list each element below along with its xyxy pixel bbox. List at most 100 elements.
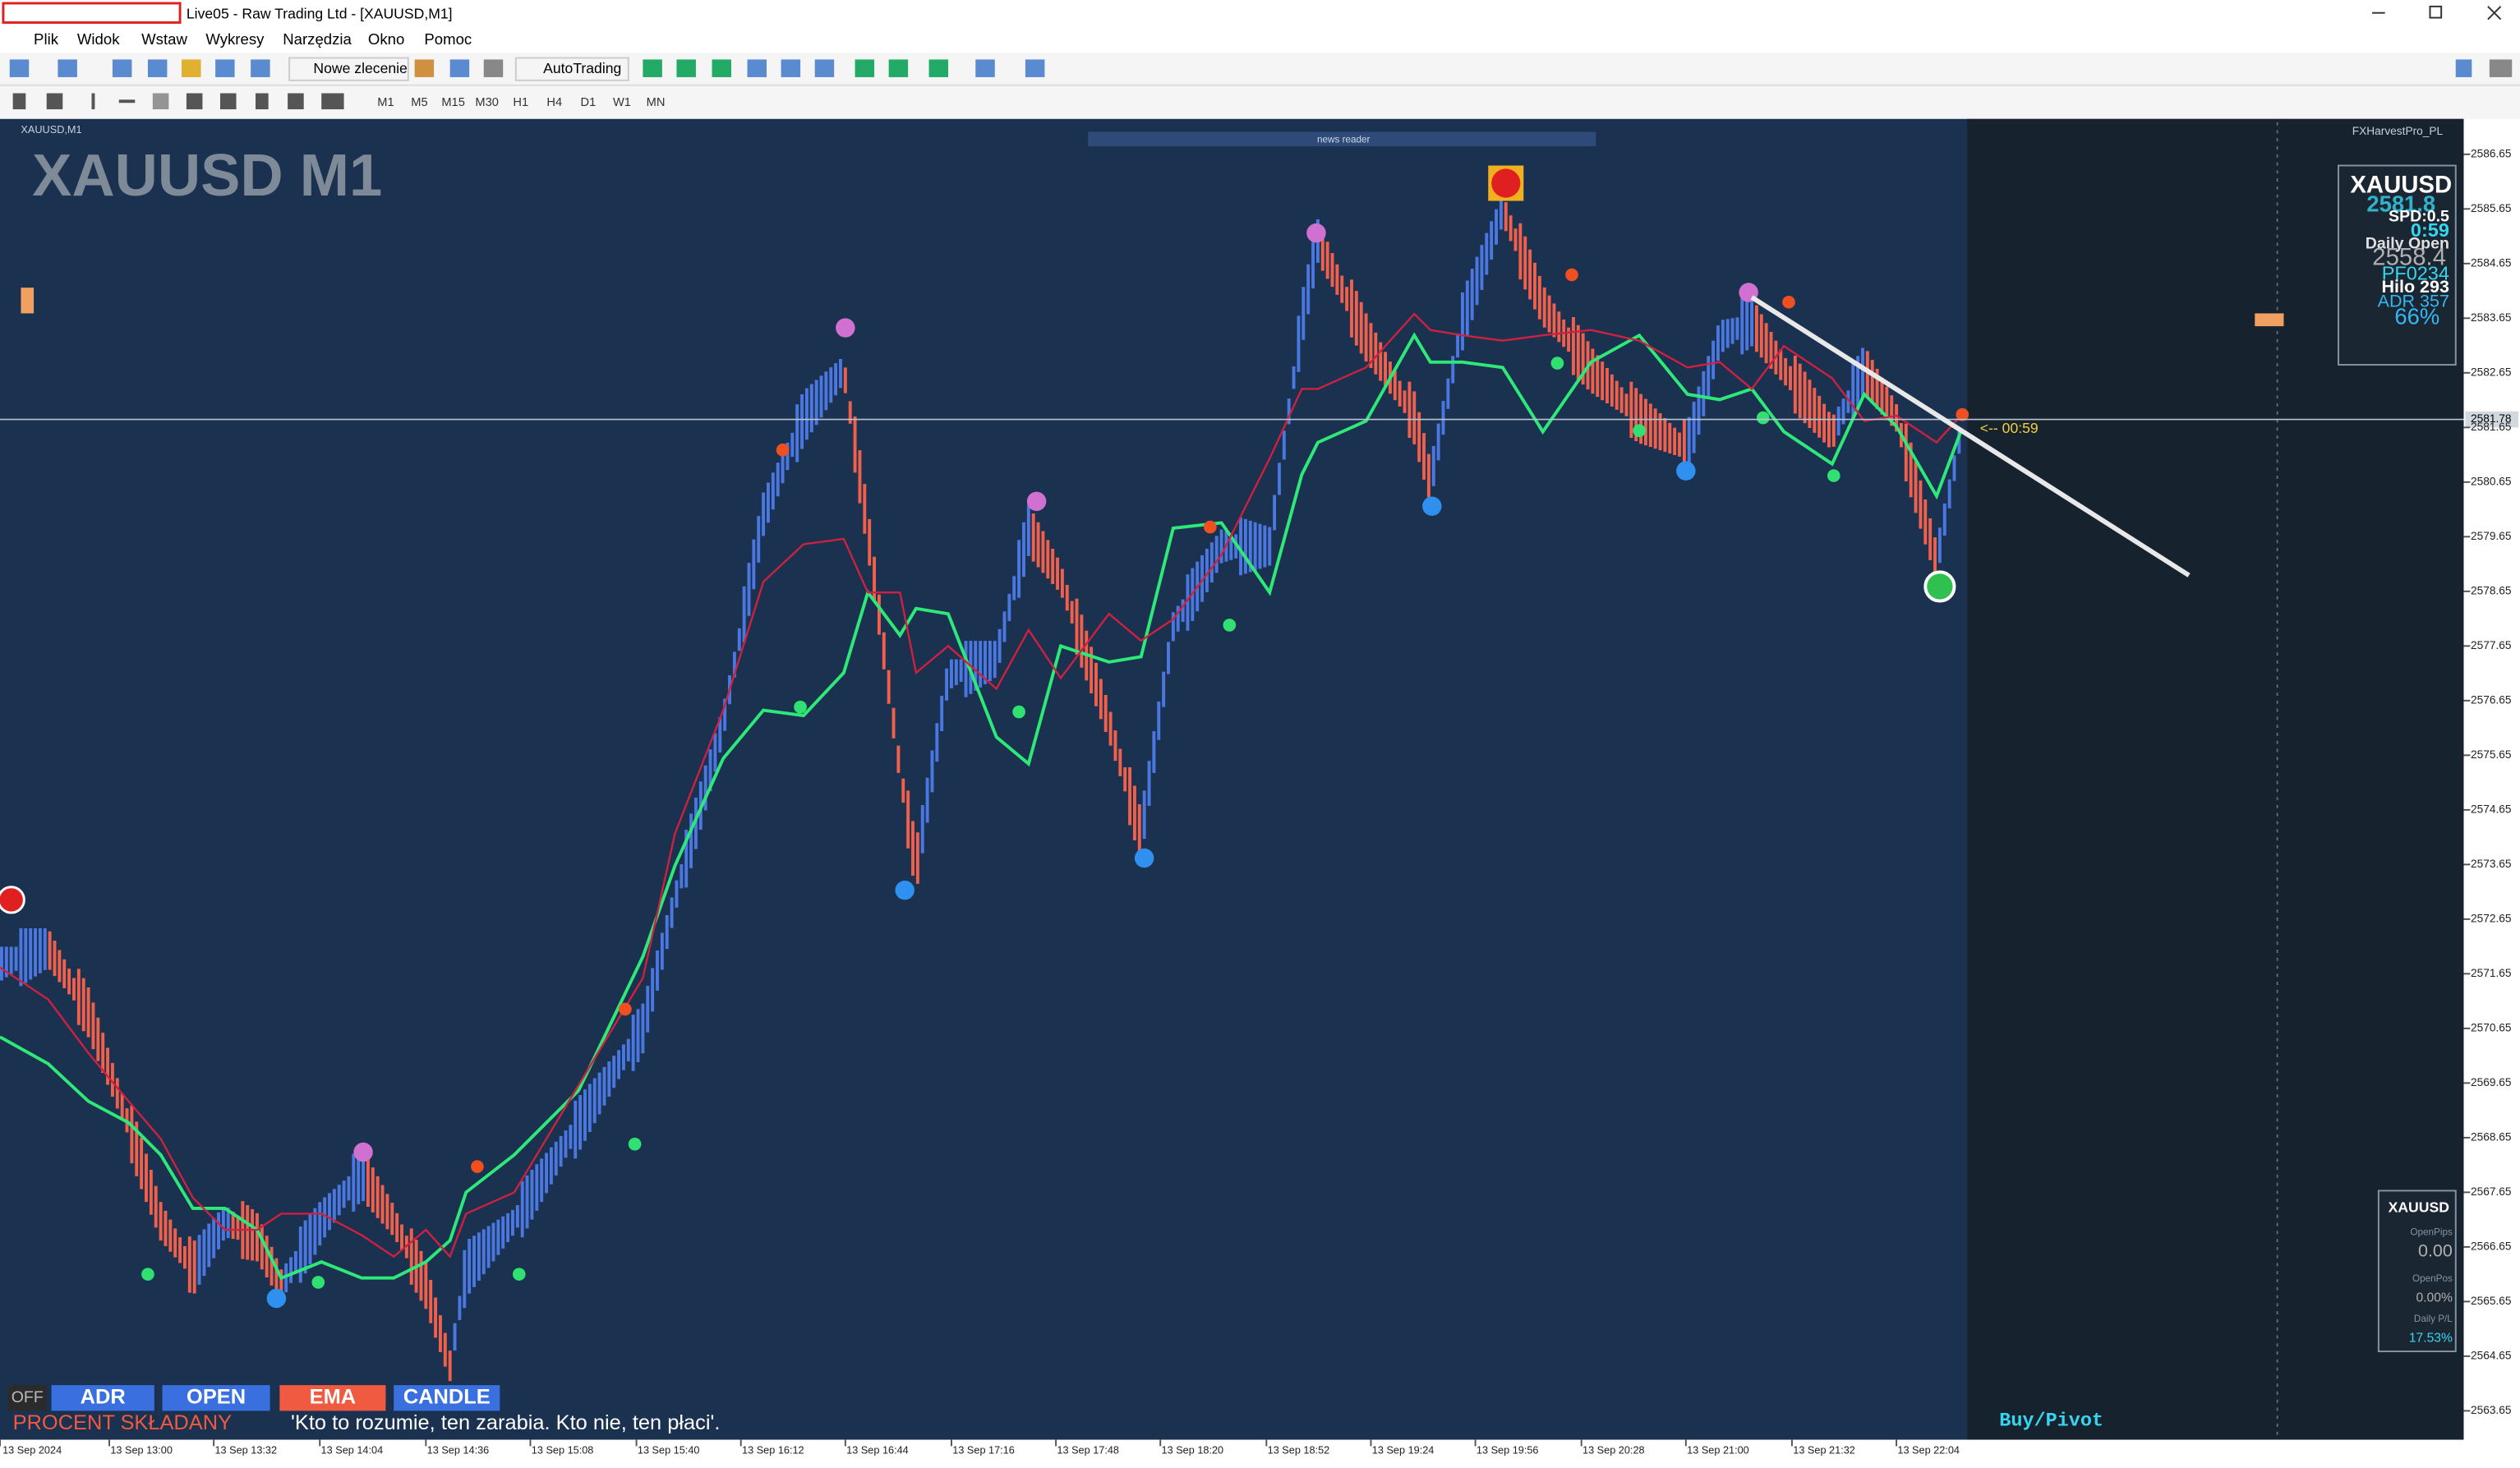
toggle-label[interactable]: CANDLE — [403, 1385, 491, 1408]
trend-line — [1750, 295, 2191, 578]
footer-label: PROCENT SKŁADANY — [13, 1411, 232, 1434]
news-reader[interactable]: news reader — [1317, 134, 1371, 145]
menu-item[interactable]: Wstaw — [141, 30, 187, 48]
time-label: 13 Sep 14:36 — [427, 1444, 490, 1456]
open-pos: 0.00% — [2416, 1291, 2453, 1305]
toggle-button[interactable] — [279, 1385, 386, 1411]
signal-dot — [1550, 357, 1564, 370]
info-timer: 0:59 — [2411, 219, 2449, 241]
toggle-label[interactable]: OPEN — [187, 1385, 246, 1408]
open-pos-label: OpenPos — [2412, 1273, 2453, 1284]
toggle-label[interactable]: OFF — [12, 1388, 44, 1406]
toolbar-icons[interactable] — [9, 59, 2513, 77]
timeframe[interactable]: M30 — [475, 96, 499, 109]
footer-quote: 'Kto to rozumie, ten zarabia. Kto nie, t… — [291, 1411, 720, 1434]
price-label: 2568.65 — [2471, 1130, 2512, 1143]
menu-item[interactable]: Widok — [77, 30, 120, 48]
signal-dot — [776, 443, 790, 457]
menu-item[interactable]: Pomoc — [424, 30, 472, 48]
signal-dot — [895, 880, 914, 900]
signal-dot — [1026, 491, 1047, 512]
menu-item[interactable]: Plik — [34, 30, 59, 48]
toggle-button[interactable] — [51, 1385, 154, 1411]
time-label: 13 Sep 17:16 — [952, 1444, 1015, 1456]
sell-arrow — [0, 886, 25, 914]
info-spread: SPD:0.5 — [2389, 207, 2449, 225]
menu-item[interactable]: Okno — [368, 30, 404, 48]
timeframe[interactable]: H1 — [513, 96, 528, 109]
toggle-label[interactable]: ADR — [81, 1385, 126, 1408]
news-reader-bar[interactable] — [1088, 131, 1596, 147]
timeframe[interactable]: W1 — [613, 96, 631, 109]
price-label: 2569.65 — [2471, 1076, 2512, 1088]
time-label: 13 Sep 13:32 — [214, 1444, 277, 1456]
timeframe[interactable]: H4 — [546, 96, 562, 109]
price-label: 2575.65 — [2471, 748, 2512, 761]
new-order[interactable]: Nowe zlecenie — [313, 60, 407, 76]
time-label: 13 Sep 15:40 — [638, 1444, 700, 1456]
buy-arrow — [1923, 570, 1956, 603]
info-panel — [2337, 164, 2457, 366]
window-title: Live05 - Raw Trading Ltd - [XAUUSD,M1] — [187, 5, 453, 21]
time-axis-bg — [0, 1439, 2520, 1464]
signal-dot — [1223, 619, 1237, 632]
signal-dot — [141, 1268, 154, 1281]
price-label: 2580.65 — [2471, 475, 2512, 487]
price-label: 2582.65 — [2471, 366, 2512, 378]
signal-dot — [1782, 295, 1795, 309]
price-label: 2585.65 — [2471, 202, 2512, 214]
timeframe[interactable]: M1 — [377, 96, 394, 109]
time-label: 13 Sep 2024 — [2, 1444, 62, 1456]
timeframe[interactable]: M5 — [411, 96, 427, 109]
autotrading-button[interactable] — [514, 57, 629, 81]
signal-dot — [1565, 268, 1578, 282]
signal-dot — [353, 1142, 373, 1162]
indicator-name: FXHarvestPro_PL — [2352, 125, 2444, 137]
marker — [2255, 313, 2284, 327]
time-label: 13 Sep 17:48 — [1057, 1444, 1119, 1456]
price-label: 2566.65 — [2471, 1240, 2512, 1253]
signal-dot — [628, 1137, 642, 1151]
menu-item[interactable]: Wykresy — [205, 30, 265, 48]
time-label: 13 Sep 15:08 — [532, 1444, 594, 1456]
toggle-button[interactable] — [7, 1385, 47, 1411]
time-label: 13 Sep 19:24 — [1372, 1444, 1435, 1456]
time-label: 13 Sep 13:00 — [110, 1444, 173, 1456]
current-price: 2581.78 — [2471, 412, 2512, 425]
price-label: 2565.65 — [2471, 1295, 2512, 1307]
marker — [21, 288, 35, 314]
toggle-button[interactable] — [162, 1385, 270, 1411]
daily-pl: 17.53% — [2409, 1332, 2453, 1346]
signal-dot — [1134, 848, 1154, 868]
signal-dot — [619, 1002, 632, 1016]
timeframe[interactable]: MN — [647, 96, 666, 109]
timeframe[interactable]: M15 — [441, 96, 465, 109]
daily-open: 2558.4 — [2372, 244, 2446, 271]
price-label: 2564.65 — [2471, 1350, 2512, 1362]
window-controls[interactable] — [2372, 5, 2502, 21]
current-price-tag — [2465, 411, 2519, 428]
time-label: 13 Sep 14:04 — [321, 1444, 384, 1456]
autotrading[interactable]: AutoTrading — [543, 60, 621, 76]
info-adr: ADR 357 — [2378, 291, 2449, 311]
price-label: 2583.65 — [2471, 311, 2512, 324]
drawing-tools[interactable] — [12, 93, 344, 110]
timeframe[interactable]: D1 — [581, 96, 597, 109]
price-label: 2563.65 — [2471, 1404, 2512, 1416]
watermark: XAUUSD M1 — [32, 142, 382, 209]
toggle-label[interactable]: EMA — [310, 1385, 356, 1408]
signal-dot — [1204, 520, 1217, 534]
toggle-button[interactable] — [394, 1385, 500, 1411]
signal-dot — [1422, 496, 1442, 516]
time-label: 13 Sep 16:44 — [846, 1444, 909, 1456]
menu-item[interactable]: Narzędzia — [283, 30, 352, 48]
price-chart — [0, 165, 1969, 1382]
time-label: 13 Sep 21:00 — [1687, 1444, 1749, 1456]
new-order-button[interactable] — [288, 57, 409, 81]
time-label: 13 Sep 20:28 — [1582, 1444, 1645, 1456]
signal-dot — [1306, 223, 1326, 243]
signal-dot — [1756, 411, 1770, 425]
signal-dot — [794, 700, 807, 714]
